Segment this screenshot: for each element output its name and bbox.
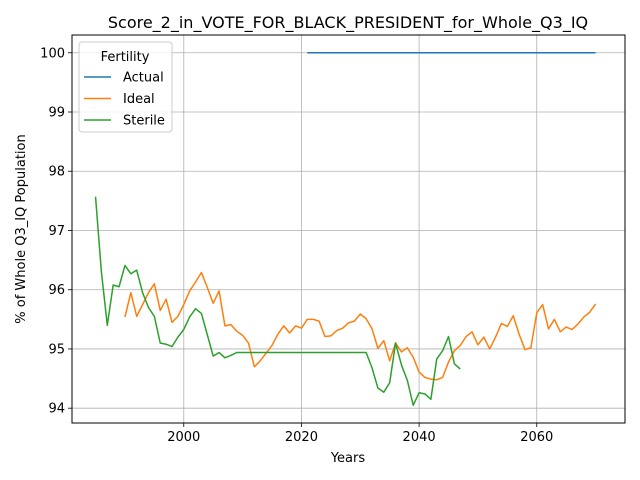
y-tick-label: 98 bbox=[48, 165, 65, 180]
legend-box bbox=[78, 41, 173, 133]
chart-title: Score_2_in_VOTE_FOR_BLACK_PRESIDENT_for_… bbox=[108, 13, 588, 33]
series-line-sterile bbox=[94, 196, 461, 406]
legend-label-actual: Actual bbox=[123, 71, 164, 86]
axis-ticks: 2000 2020 2040 2060 94 95 96 97 98 99 100 bbox=[40, 46, 553, 445]
legend-title: Fertility bbox=[101, 50, 150, 65]
plot-frame bbox=[71, 34, 626, 424]
x-axis-label: Years bbox=[330, 451, 366, 466]
y-axis-label: % of Whole Q3_IQ Population bbox=[14, 134, 29, 323]
y-tick-label: 100 bbox=[40, 46, 65, 61]
x-tick-label: 2060 bbox=[520, 430, 553, 445]
series-lines bbox=[94, 52, 597, 406]
y-tick-label: 95 bbox=[48, 342, 65, 357]
x-tick-label: 2000 bbox=[167, 430, 200, 445]
legend-label-ideal: Ideal bbox=[123, 92, 155, 107]
legend-items: Actual Ideal Sterile bbox=[84, 71, 165, 129]
y-tick-label: 97 bbox=[48, 224, 65, 239]
series-line-ideal bbox=[124, 271, 597, 381]
x-tick-label: 2040 bbox=[403, 430, 436, 445]
y-tick-label: 96 bbox=[48, 283, 65, 298]
legend: Fertility Actual Ideal Sterile bbox=[78, 41, 173, 133]
x-tick-label: 2020 bbox=[285, 430, 318, 445]
y-tick-label: 94 bbox=[48, 402, 65, 417]
y-tick-label: 99 bbox=[48, 106, 65, 121]
legend-label-sterile: Sterile bbox=[123, 114, 165, 129]
